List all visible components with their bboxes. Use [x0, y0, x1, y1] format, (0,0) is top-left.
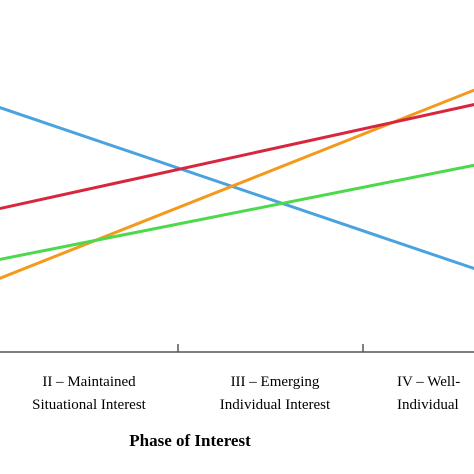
series-line-2: [0, 103, 474, 211]
x-axis-title: Phase of Interest: [129, 431, 251, 450]
x-tick-label: Individual Interest: [220, 397, 331, 413]
series-line-0: [0, 106, 474, 271]
series-line-1: [0, 88, 474, 280]
x-tick-label: Situational Interest: [32, 397, 147, 413]
x-tick-label: III – Emerging: [231, 374, 320, 390]
x-tick-label: IV – Well-: [397, 374, 460, 390]
x-tick-label: Individual: [397, 397, 459, 413]
x-tick-label: II – Maintained: [42, 374, 136, 390]
plot-lines: [0, 88, 474, 280]
series-line-3: [0, 163, 474, 261]
